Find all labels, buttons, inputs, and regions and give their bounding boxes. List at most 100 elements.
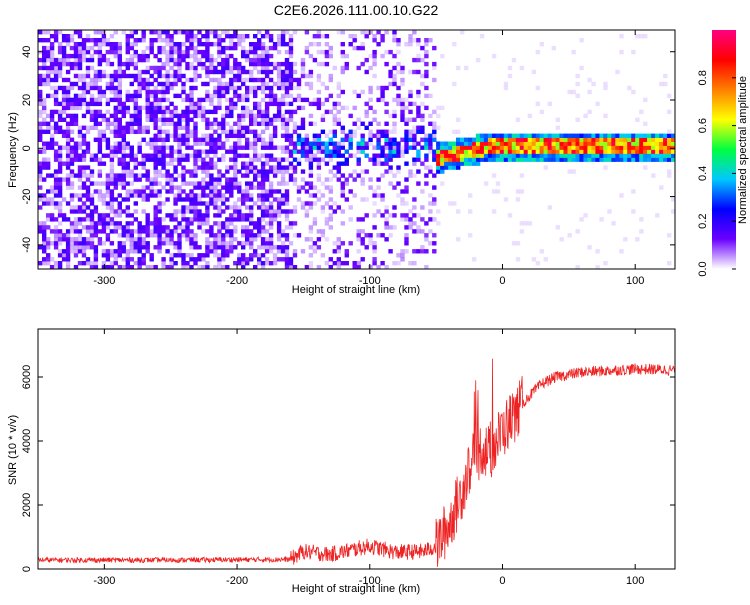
- spectrogram-cell: [209, 141, 214, 146]
- spectrogram-cell: [161, 157, 166, 162]
- spectrogram-cell: [85, 229, 91, 234]
- spectrogram-cell: [229, 177, 234, 182]
- spectrogram-cell: [249, 129, 254, 134]
- spectrogram-cell: [420, 45, 425, 51]
- spectrogram-cell: [69, 153, 75, 158]
- spectrogram-cell: [249, 245, 254, 250]
- spectrogram-cell: [352, 129, 357, 134]
- spectrogram-cell: [89, 181, 95, 186]
- spectrogram-cell: [487, 145, 493, 150]
- spectrogram-cell: [153, 101, 158, 107]
- spectrogram-cell: [611, 153, 616, 158]
- spectrogram-cell: [233, 205, 238, 210]
- spectrogram-cell: [221, 153, 226, 158]
- colorbar-gradient: [712, 30, 736, 269]
- spectrogram-cell: [201, 113, 206, 119]
- spectrogram-cell: [89, 237, 95, 242]
- spectrogram-cell: [233, 225, 238, 230]
- spectrogram-cell: [257, 185, 262, 190]
- spectrogram-cell: [133, 121, 138, 126]
- spectrogram-cell: [340, 241, 345, 246]
- spectrogram-cell: [635, 149, 640, 154]
- spectrogram-cell: [284, 237, 290, 242]
- spectrogram-cell: [292, 97, 298, 103]
- spectrogram-cell: [38, 197, 43, 202]
- spectrogram-cell: [113, 209, 118, 214]
- spectrogram-cell: [177, 69, 182, 75]
- spectrogram-cell: [141, 197, 146, 202]
- spectrogram-cell: [93, 30, 99, 35]
- spectrogram-cell: [284, 89, 290, 95]
- spectrogram-cell: [213, 245, 218, 250]
- spectrogram-cell: [364, 233, 369, 238]
- spectrogram-cell: [42, 105, 47, 111]
- spectrogram-cell: [113, 113, 118, 119]
- spectrogram-cell: [57, 161, 63, 166]
- spectrogram-cell: [221, 257, 226, 262]
- spectrogram-cell: [280, 229, 286, 234]
- spectrogram-cell: [364, 153, 369, 158]
- spectrogram-cell: [61, 105, 67, 111]
- spectrogram-cell: [201, 221, 206, 226]
- spectrogram-cell: [73, 97, 79, 103]
- spectrogram-cell: [328, 157, 333, 162]
- spectrogram-cell: [189, 217, 194, 222]
- spectrogram-cell: [249, 193, 254, 198]
- spectrogram-cell: [300, 57, 306, 63]
- spectrogram-cell: [101, 153, 107, 158]
- spectrogram-cell: [324, 185, 330, 190]
- spectrogram-cell: [340, 53, 345, 59]
- spectrogram-cell: [129, 97, 134, 103]
- spectrogram-cell: [320, 193, 326, 198]
- spectrogram-cell: [300, 145, 306, 150]
- spectrogram-cell: [249, 241, 254, 246]
- spectrogram-cell: [93, 153, 99, 158]
- spectrogram-cell: [296, 157, 302, 162]
- spectrogram-cell: [245, 237, 250, 242]
- spectrogram-cell: [97, 42, 103, 47]
- spectrogram-cell: [356, 145, 361, 150]
- spectrogram-cell: [169, 157, 174, 162]
- spectrogram-cell: [209, 69, 214, 75]
- spectrogram-cell: [320, 145, 326, 150]
- spectrogram-cell: [89, 77, 95, 83]
- spectrogram-cell: [360, 137, 365, 142]
- spectrogram-cell: [233, 65, 238, 71]
- spectrogram-cell: [324, 177, 330, 182]
- spectrogram-cell: [284, 265, 290, 269]
- spectrogram-cell: [38, 109, 43, 115]
- spectrogram-cell: [300, 117, 306, 122]
- spectrogram-cell: [320, 81, 326, 87]
- spectrogram-cell: [137, 89, 142, 95]
- spectrogram-cell: [213, 65, 218, 71]
- spectrogram-cell: [129, 121, 134, 126]
- spectrogram-cell: [177, 161, 182, 166]
- spectrogram-cell: [105, 257, 111, 262]
- spectrogram-cell: [205, 173, 210, 178]
- spectrogram-cell: [264, 157, 270, 162]
- spectrogram-cell: [456, 153, 461, 158]
- spectrogram-cell: [384, 30, 389, 35]
- spectrogram-cell: [619, 141, 624, 146]
- spectrogram-cell: [316, 137, 322, 142]
- spectrogram-cell: [173, 57, 178, 63]
- spectrogram-cell: [61, 117, 67, 122]
- spectrogram-cell: [153, 173, 158, 178]
- spectrogram-cell: [105, 181, 111, 186]
- spectrogram-cell: [348, 113, 353, 119]
- spectrogram-cell: [245, 141, 250, 146]
- spectrogram-cell: [253, 141, 258, 146]
- spectrogram-cell: [260, 121, 266, 126]
- spectrogram-cell: [563, 137, 568, 142]
- spectrogram-cell: [249, 49, 254, 55]
- spectrogram-cell: [671, 149, 675, 154]
- spectrogram-cell: [412, 157, 417, 162]
- spectrogram-cell: [352, 265, 357, 269]
- spectrogram-cell: [69, 173, 75, 178]
- spectrogram-cell: [615, 133, 620, 138]
- spectrogram-cell: [153, 145, 158, 150]
- spectrogram-cell: [356, 265, 361, 269]
- spectrogram-cell: [237, 93, 242, 99]
- spectrogram-cell: [268, 217, 274, 222]
- spectrogram-cell: [237, 197, 242, 202]
